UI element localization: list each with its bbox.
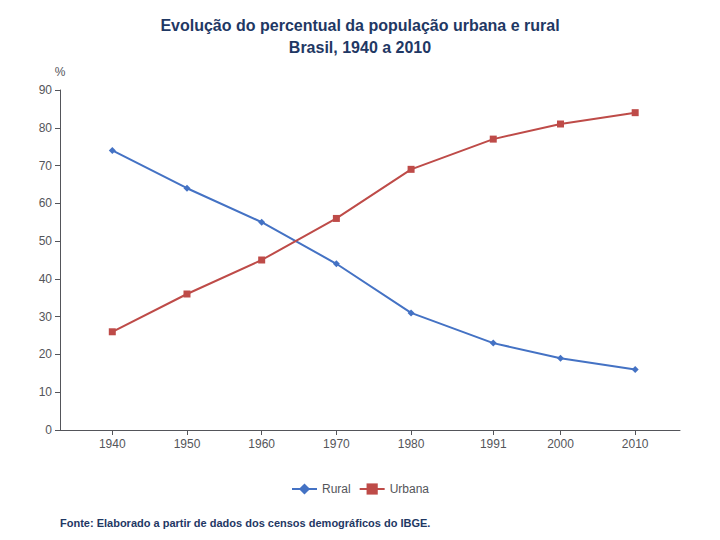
svg-text:1960: 1960 [248,437,275,451]
svg-text:70: 70 [39,159,53,173]
svg-text:Fonte: Elaborado a partir de d: Fonte: Elaborado a partir de dados dos c… [60,517,430,529]
svg-text:Rural: Rural [322,482,351,496]
svg-text:Brasil, 1940 a 2010: Brasil, 1940 a 2010 [289,39,431,56]
svg-text:80: 80 [39,121,53,135]
svg-text:10: 10 [39,385,53,399]
svg-text:1980: 1980 [398,437,425,451]
svg-text:Urbana: Urbana [390,482,430,496]
svg-text:1950: 1950 [174,437,201,451]
svg-text:40: 40 [39,272,53,286]
svg-text:60: 60 [39,196,53,210]
svg-text:0: 0 [45,423,52,437]
svg-text:1970: 1970 [323,437,350,451]
svg-text:20: 20 [39,347,53,361]
svg-text:2010: 2010 [622,437,649,451]
svg-text:Evolução do percentual da popu: Evolução do percentual da população urba… [160,17,559,34]
svg-text:30: 30 [39,310,53,324]
svg-text:90: 90 [39,83,53,97]
svg-text:1940: 1940 [99,437,126,451]
svg-text:2000: 2000 [547,437,574,451]
svg-text:%: % [55,65,66,79]
svg-text:50: 50 [39,234,53,248]
svg-text:1991: 1991 [480,437,507,451]
